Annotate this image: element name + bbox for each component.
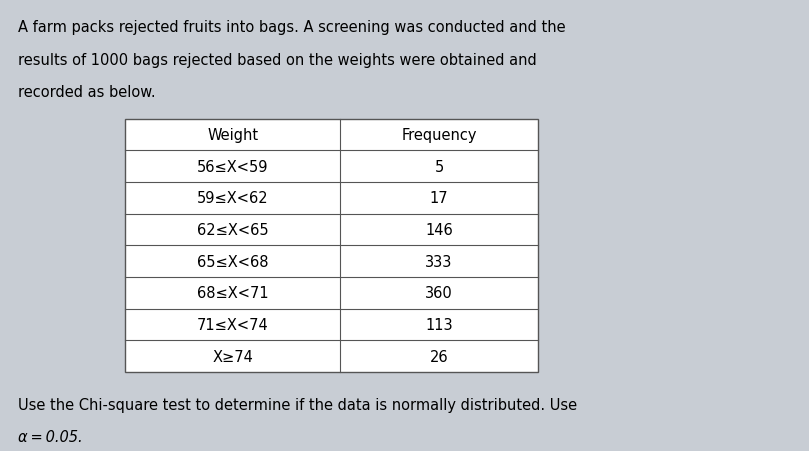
Text: Frequency: Frequency: [401, 128, 477, 143]
Text: results of 1000 bags rejected based on the weights were obtained and: results of 1000 bags rejected based on t…: [18, 53, 536, 68]
Text: 146: 146: [425, 222, 453, 238]
Text: Use the Chi-square test to determine if the data is normally distributed. Use: Use the Chi-square test to determine if …: [18, 397, 577, 412]
Text: X≥74: X≥74: [212, 349, 253, 364]
Text: 59≤X<62: 59≤X<62: [197, 191, 269, 206]
Text: 113: 113: [426, 317, 453, 332]
Text: α = 0.05.: α = 0.05.: [18, 429, 83, 444]
Text: 26: 26: [430, 349, 448, 364]
Text: recorded as below.: recorded as below.: [18, 85, 155, 100]
Text: 65≤X<68: 65≤X<68: [197, 254, 269, 269]
Text: Weight: Weight: [207, 128, 258, 143]
Text: 68≤X<71: 68≤X<71: [197, 285, 269, 301]
Text: 333: 333: [426, 254, 453, 269]
Text: 5: 5: [434, 159, 443, 175]
Text: 62≤X<65: 62≤X<65: [197, 222, 269, 238]
Text: A farm packs rejected fruits into bags. A screening was conducted and the: A farm packs rejected fruits into bags. …: [18, 20, 565, 35]
Text: 56≤X<59: 56≤X<59: [197, 159, 269, 175]
Text: 360: 360: [425, 285, 453, 301]
Text: 17: 17: [430, 191, 448, 206]
Text: 71≤X<74: 71≤X<74: [197, 317, 269, 332]
